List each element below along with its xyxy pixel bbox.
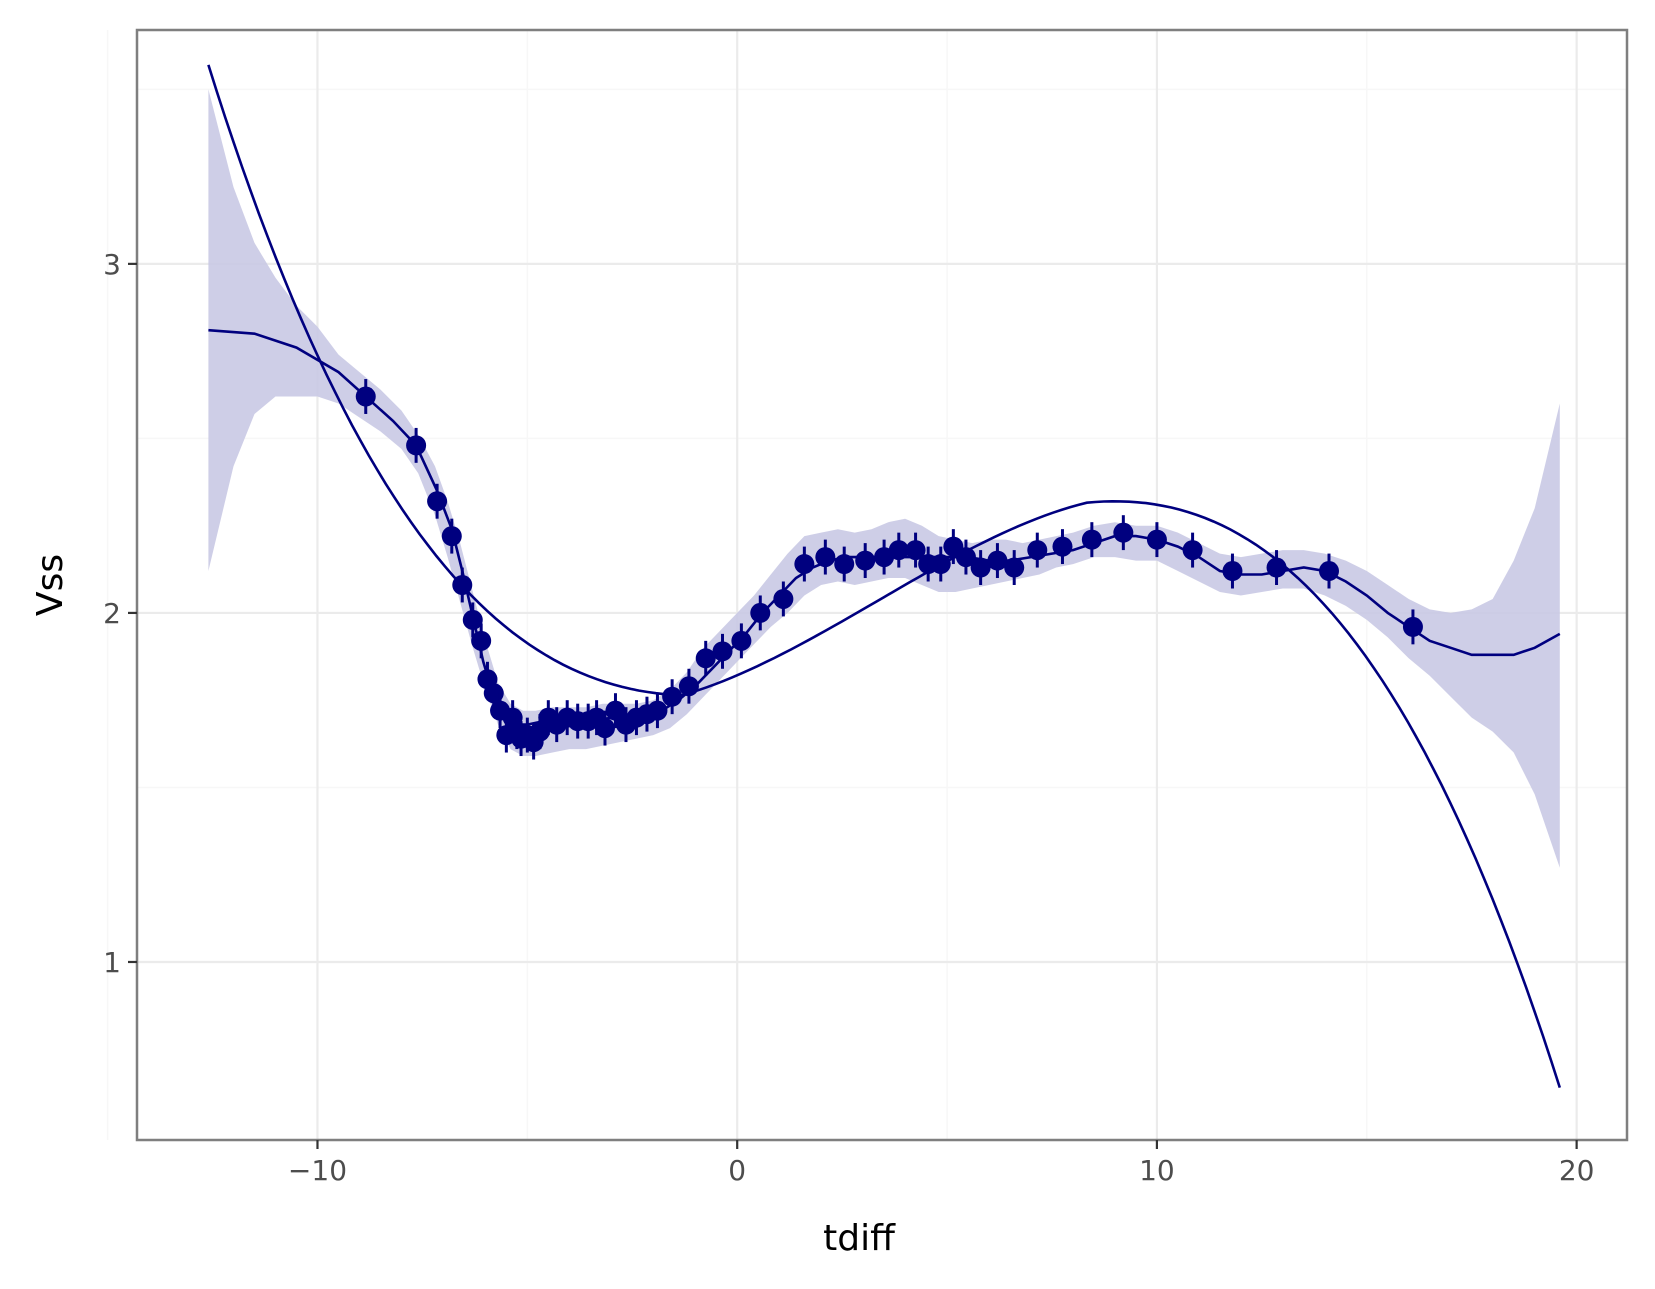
data-point (1113, 522, 1134, 543)
x-tick-label: 10 (1139, 1154, 1175, 1187)
data-point (1027, 540, 1048, 561)
data-point (647, 700, 668, 721)
minor-gridlines (106, 30, 1627, 1140)
x-tick-label: 20 (1559, 1154, 1595, 1187)
data-point (1081, 529, 1102, 550)
data-point (1402, 616, 1423, 637)
data-point (731, 630, 752, 651)
plot-panel (137, 30, 1627, 1140)
data-point (441, 526, 462, 547)
data-point (1146, 529, 1167, 550)
data-point (905, 540, 926, 561)
data-point (355, 386, 376, 407)
y-tick-label: 2 (103, 597, 121, 630)
data-point (1319, 561, 1339, 582)
data-point (888, 540, 909, 561)
data-point (794, 554, 815, 575)
data-point (1052, 536, 1073, 557)
data-point (678, 676, 699, 697)
x-axis-title: tdiff (823, 1218, 896, 1259)
data-point (471, 630, 492, 651)
y-axis-title: Vss (30, 554, 71, 616)
cubic-fit-curve (207, 64, 1562, 1088)
data-point (955, 547, 976, 568)
data-point (987, 550, 1008, 571)
data-point (773, 588, 794, 609)
x-axis: −10 0 10 20 (288, 1140, 1595, 1187)
data-point (970, 557, 991, 578)
data-point (815, 547, 836, 568)
x-tick-label: −10 (288, 1154, 347, 1187)
y-tick-label: 1 (103, 946, 121, 979)
data-point (1182, 540, 1203, 561)
data-point (930, 554, 951, 575)
data-point (1266, 557, 1287, 578)
data-point (452, 575, 473, 595)
y-tick-label: 3 (103, 248, 121, 281)
data-point (712, 641, 733, 662)
data-point (695, 648, 716, 669)
data-point (662, 686, 683, 707)
y-axis: 1 2 3 (103, 248, 137, 979)
x-tick-label: 0 (728, 1154, 746, 1187)
data-point (462, 609, 483, 630)
data-point (594, 718, 615, 739)
data-point (1222, 561, 1243, 582)
data-point (855, 550, 876, 571)
data-point (406, 435, 427, 456)
panel-border (135, 28, 1629, 1142)
data-point (605, 700, 626, 721)
data-point (1004, 557, 1025, 578)
data-point (750, 602, 771, 623)
data-points-layer (355, 379, 1423, 760)
data-point (834, 554, 855, 575)
data-point (427, 491, 448, 512)
